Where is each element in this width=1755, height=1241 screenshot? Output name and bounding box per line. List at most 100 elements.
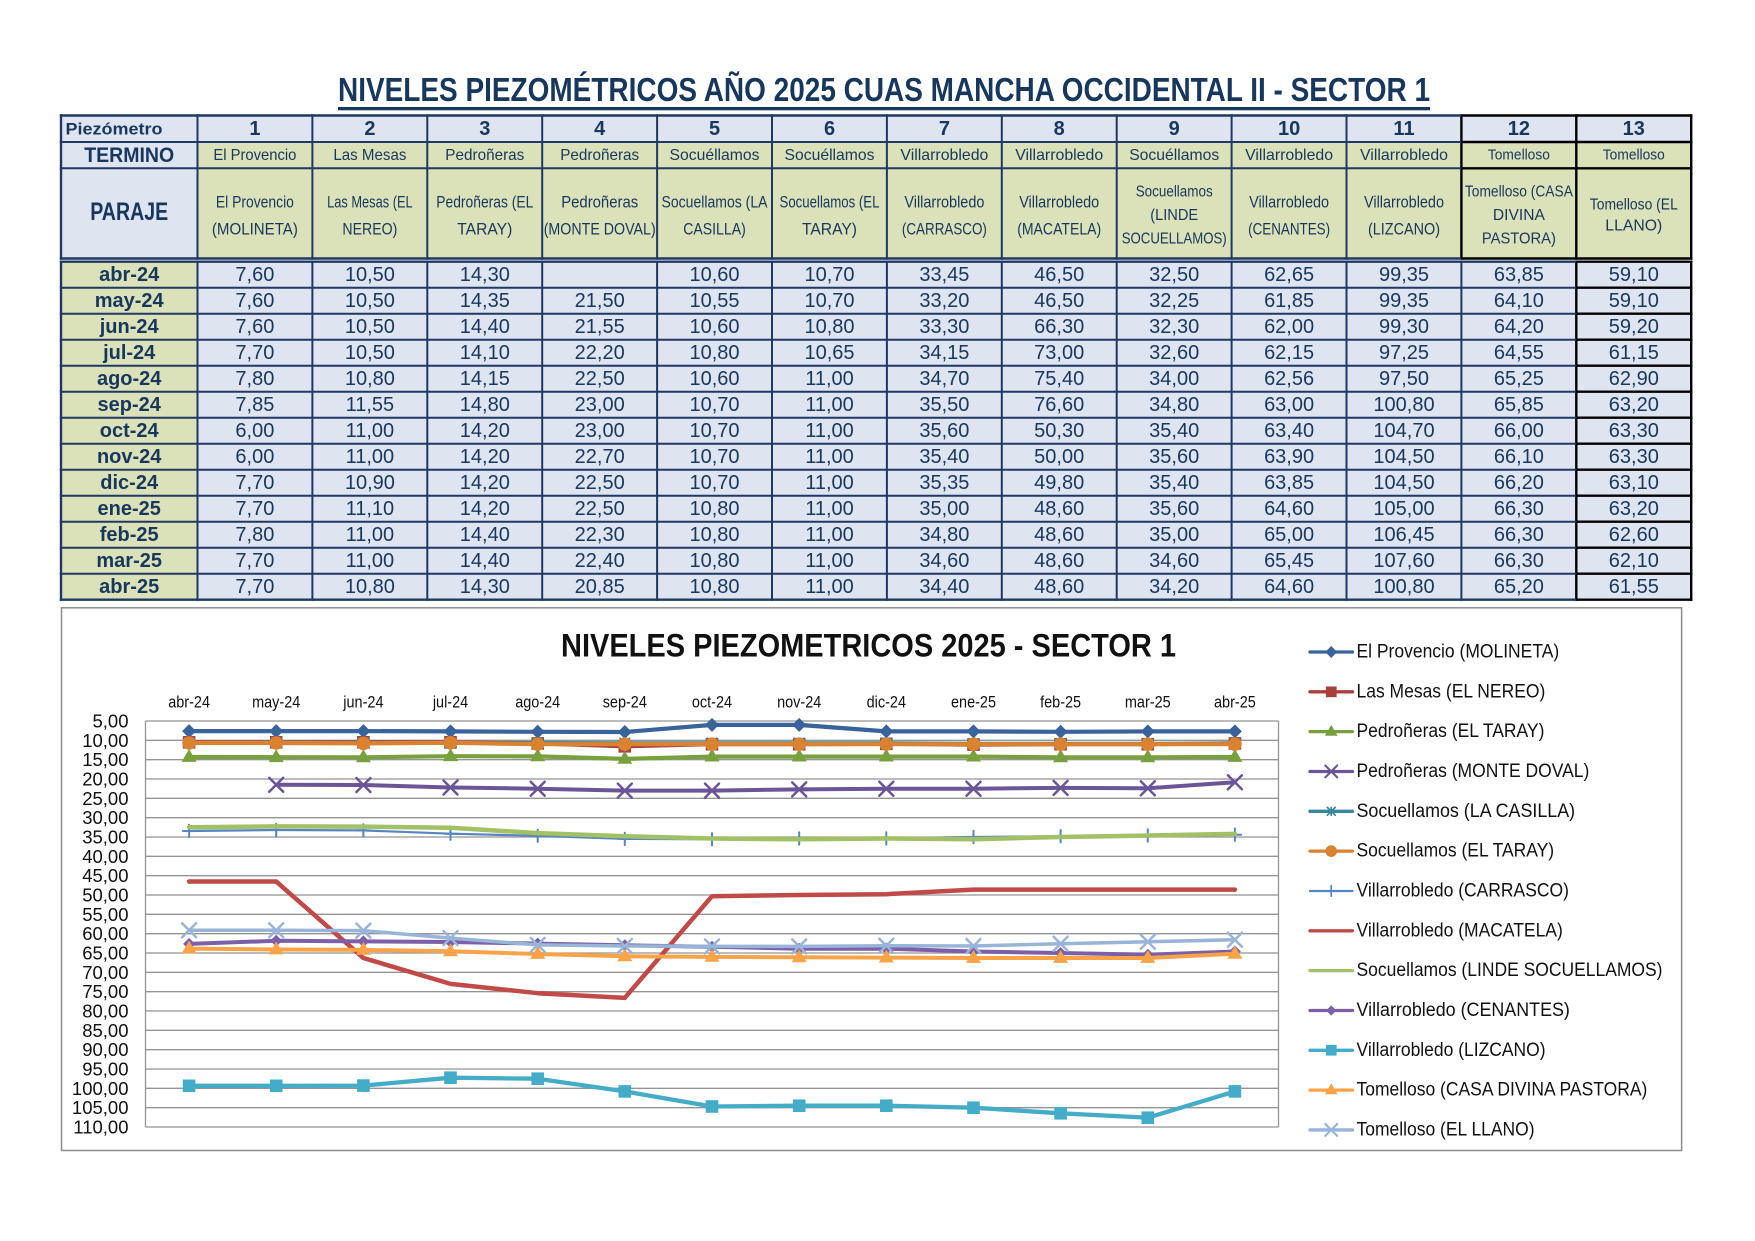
svg-text:10,80: 10,80: [689, 550, 739, 572]
svg-text:10,70: 10,70: [689, 472, 739, 494]
svg-text:10,80: 10,80: [689, 524, 739, 546]
svg-text:El Provencio: El Provencio: [216, 192, 294, 211]
svg-text:Villarrobledo (CARRASCO): Villarrobledo (CARRASCO): [1357, 881, 1569, 902]
svg-text:6,00: 6,00: [235, 446, 274, 468]
svg-text:Villarrobledo: Villarrobledo: [1019, 192, 1099, 211]
svg-text:63,30: 63,30: [1609, 446, 1659, 468]
svg-text:14,80: 14,80: [460, 394, 510, 416]
svg-text:49,80: 49,80: [1034, 472, 1084, 494]
svg-text:11,00: 11,00: [346, 420, 395, 442]
svg-text:7,70: 7,70: [235, 550, 274, 572]
svg-text:11: 11: [1393, 118, 1414, 140]
svg-text:Pedroñeras: Pedroñeras: [561, 192, 638, 211]
svg-text:10,55: 10,55: [689, 290, 739, 312]
svg-text:11,00: 11,00: [805, 394, 854, 416]
svg-text:Villarrobledo: Villarrobledo: [1015, 147, 1103, 164]
svg-text:11,10: 11,10: [346, 498, 395, 520]
svg-text:64,10: 64,10: [1494, 290, 1544, 312]
svg-text:feb-25: feb-25: [1040, 693, 1081, 712]
svg-text:Pedroñeras (MONTE DOVAL): Pedroñeras (MONTE DOVAL): [1357, 761, 1590, 782]
svg-text:99,35: 99,35: [1379, 264, 1429, 286]
svg-text:may-24: may-24: [252, 693, 300, 712]
svg-text:62,60: 62,60: [1609, 524, 1659, 546]
svg-text:Villarrobledo (LIZCANO): Villarrobledo (LIZCANO): [1357, 1040, 1546, 1061]
svg-text:abr-24: abr-24: [168, 693, 210, 712]
svg-text:1: 1: [249, 118, 260, 140]
svg-text:32,60: 32,60: [1149, 342, 1199, 364]
svg-text:10,50: 10,50: [345, 316, 395, 338]
svg-text:Villarrobledo (CENANTES): Villarrobledo (CENANTES): [1357, 1000, 1570, 1021]
svg-text:2: 2: [364, 118, 375, 140]
svg-text:100,80: 100,80: [1373, 576, 1434, 598]
svg-text:34,15: 34,15: [919, 342, 969, 364]
svg-text:61,15: 61,15: [1609, 342, 1659, 364]
svg-text:63,85: 63,85: [1264, 472, 1314, 494]
svg-text:11,00: 11,00: [346, 446, 395, 468]
svg-text:65,00: 65,00: [82, 943, 128, 964]
svg-text:62,00: 62,00: [1264, 316, 1314, 338]
svg-text:34,40: 34,40: [919, 576, 969, 598]
svg-text:14,40: 14,40: [460, 550, 510, 572]
svg-text:48,60: 48,60: [1034, 576, 1084, 598]
svg-text:jul-24: jul-24: [102, 342, 156, 364]
svg-text:NIVELES PIEZOMÉTRICOS AÑO 2025: NIVELES PIEZOMÉTRICOS AÑO 2025 CUAS MANC…: [338, 71, 1430, 108]
svg-text:95,00: 95,00: [82, 1059, 128, 1080]
svg-text:Villarrobledo (MACATELA): Villarrobledo (MACATELA): [1357, 920, 1563, 941]
svg-text:70,00: 70,00: [82, 962, 128, 983]
svg-text:50,00: 50,00: [82, 885, 128, 906]
svg-text:7,60: 7,60: [235, 290, 274, 312]
svg-text:LLANO): LLANO): [1605, 217, 1662, 234]
svg-text:10,80: 10,80: [804, 316, 854, 338]
svg-text:99,35: 99,35: [1379, 290, 1429, 312]
svg-text:11,00: 11,00: [805, 524, 854, 546]
svg-text:10,65: 10,65: [804, 342, 854, 364]
svg-text:48,60: 48,60: [1034, 498, 1084, 520]
svg-text:64,55: 64,55: [1494, 342, 1544, 364]
svg-text:mar-25: mar-25: [96, 550, 162, 572]
svg-text:48,60: 48,60: [1034, 550, 1084, 572]
svg-text:75,40: 75,40: [1034, 368, 1084, 390]
svg-text:11,00: 11,00: [805, 576, 854, 598]
svg-text:22,50: 22,50: [575, 472, 625, 494]
svg-text:Socuellamos (LA: Socuellamos (LA: [662, 192, 769, 211]
svg-text:Tomelloso (CASA: Tomelloso (CASA: [1465, 183, 1574, 200]
svg-text:Las Mesas: Las Mesas: [333, 147, 406, 164]
svg-text:65,25: 65,25: [1494, 368, 1544, 390]
svg-text:Socuellamos (LINDE SOCUELLAMOS: Socuellamos (LINDE SOCUELLAMOS): [1357, 960, 1663, 981]
svg-text:14,30: 14,30: [460, 576, 510, 598]
svg-text:abr-24: abr-24: [99, 264, 160, 286]
svg-text:30,00: 30,00: [82, 807, 128, 828]
svg-text:75,00: 75,00: [82, 981, 128, 1002]
svg-text:ene-25: ene-25: [951, 693, 996, 712]
svg-text:3: 3: [479, 118, 490, 140]
svg-text:59,10: 59,10: [1609, 264, 1659, 286]
svg-text:62,15: 62,15: [1264, 342, 1314, 364]
svg-text:14,40: 14,40: [460, 316, 510, 338]
svg-text:34,70: 34,70: [919, 368, 969, 390]
svg-text:66,30: 66,30: [1494, 498, 1544, 520]
svg-text:Villarrobledo: Villarrobledo: [1245, 147, 1333, 164]
svg-text:33,45: 33,45: [919, 264, 969, 286]
svg-text:abr-25: abr-25: [99, 576, 159, 598]
svg-text:14,20: 14,20: [460, 420, 510, 442]
svg-text:ene-25: ene-25: [98, 498, 161, 520]
svg-text:jun-24: jun-24: [342, 693, 383, 712]
svg-text:61,85: 61,85: [1264, 290, 1314, 312]
svg-text:7,85: 7,85: [235, 394, 274, 416]
svg-text:abr-25: abr-25: [1214, 693, 1256, 712]
svg-text:35,40: 35,40: [1149, 472, 1199, 494]
svg-text:Pedroñeras (EL TARAY): Pedroñeras (EL TARAY): [1357, 721, 1545, 742]
svg-text:Tomelloso (EL LLANO): Tomelloso (EL LLANO): [1357, 1120, 1535, 1141]
svg-text:22,50: 22,50: [575, 498, 625, 520]
svg-text:jun-24: jun-24: [99, 316, 160, 338]
svg-text:97,25: 97,25: [1379, 342, 1429, 364]
svg-text:10: 10: [1278, 118, 1300, 140]
svg-text:32,25: 32,25: [1149, 290, 1199, 312]
svg-text:11,00: 11,00: [805, 498, 854, 520]
svg-text:Tomelloso: Tomelloso: [1603, 148, 1665, 164]
svg-text:65,85: 65,85: [1494, 394, 1544, 416]
svg-text:(CARRASCO): (CARRASCO): [902, 219, 987, 238]
svg-text:10,00: 10,00: [82, 730, 128, 751]
svg-text:34,80: 34,80: [919, 524, 969, 546]
svg-text:mar-25: mar-25: [1125, 693, 1171, 712]
